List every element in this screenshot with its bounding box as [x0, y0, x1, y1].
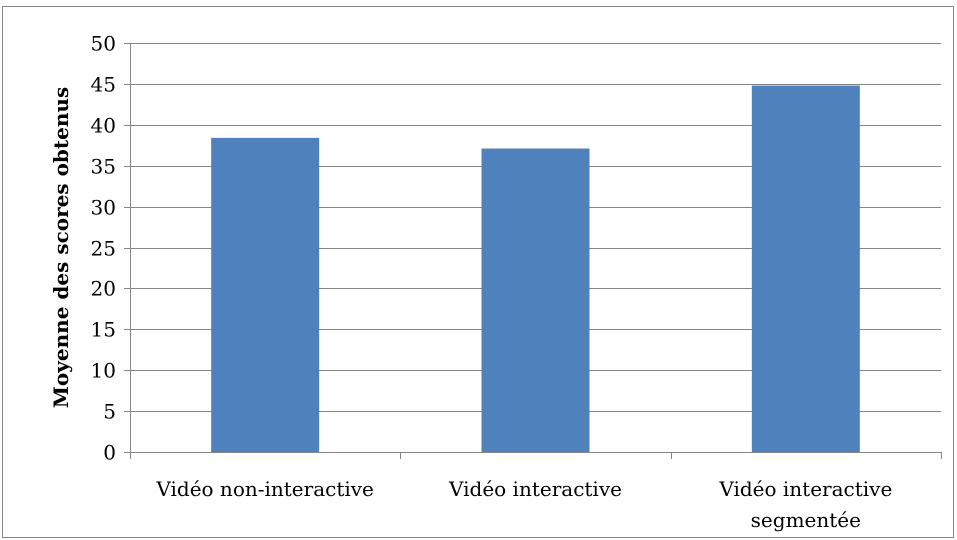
y-tick-labels: 0 5 10 15 20 25 30 35 40 45 50 — [91, 32, 116, 465]
x-category-labels: Vidéo non-interactive Vidéo interactive Vi… — [155, 477, 892, 532]
axes — [124, 43, 942, 459]
y-axis-title: Moyenne des scores obtenus — [49, 87, 73, 408]
y-tick-label: 25 — [91, 237, 116, 261]
y-tick-label: 10 — [91, 359, 116, 383]
x-category-label: Vidéo interactive — [448, 477, 622, 501]
y-tick-label: 30 — [91, 196, 116, 220]
y-tick-label: 5 — [103, 400, 116, 424]
x-category-label: Vidéo non-interactive — [155, 477, 374, 501]
y-tick-label: 35 — [91, 155, 116, 179]
y-tick-label: 40 — [91, 114, 116, 138]
bar — [211, 137, 320, 452]
y-tick-label: 0 — [103, 441, 116, 465]
y-tick-label: 20 — [91, 277, 116, 301]
y-tick-label: 50 — [91, 32, 116, 56]
bar — [481, 148, 590, 452]
x-category-label: Vidéo interactive — [718, 477, 892, 501]
x-category-label: segmentée — [751, 508, 861, 532]
bar — [751, 85, 860, 452]
y-tick-label: 15 — [91, 318, 116, 342]
y-tick-label: 45 — [91, 73, 116, 97]
bars — [211, 85, 860, 452]
